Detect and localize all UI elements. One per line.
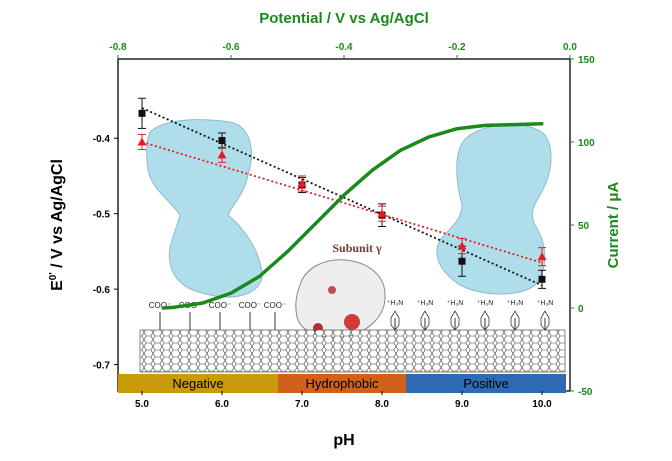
- amine-label: ⁺H₃N: [477, 300, 494, 307]
- data-point-square: [138, 109, 146, 117]
- bottom-axis-ticks: 5.0 6.0 7.0 8.0 9.0 10.0: [135, 391, 552, 410]
- data-point-square: [538, 275, 546, 283]
- electrode-surface: [139, 329, 566, 373]
- illustration-layer: COO⁻ COO⁻ COO⁻ COO⁻ COO⁻ ⁺H₃N ⁺H₃N ⁺H₃N ⁺H₃N ⁺H₃…: [139, 119, 566, 373]
- data-point-square: [458, 257, 466, 265]
- bottom-axis-label: pH: [333, 432, 354, 449]
- subunit-gamma-label: Subunit γ: [332, 241, 382, 255]
- left-axis-ticks: -0.4 -0.5 -0.6 -0.7: [93, 134, 118, 372]
- right-axis-label: Current / μA: [605, 181, 622, 268]
- protein-left-illustration: [146, 119, 263, 298]
- fit-line-2: [141, 141, 543, 264]
- data-point-triangle: [137, 137, 147, 146]
- data-point-triangle: [217, 150, 227, 159]
- right-tick-label: -50: [578, 387, 593, 398]
- top-tick-label: -0.2: [448, 42, 466, 53]
- band-label: Positive: [463, 376, 509, 391]
- fit-lines: [141, 107, 543, 287]
- top-axis-ticks: -0.8 -0.6 -0.4 -0.2 0.0: [109, 42, 577, 59]
- right-tick-label: 150: [578, 55, 595, 66]
- carboxyl-linkers: COO⁻ COO⁻ COO⁻ COO⁻ COO⁻: [149, 301, 286, 330]
- heme-spot-3: [328, 286, 336, 294]
- amine-label: ⁺H₃N: [447, 300, 464, 307]
- right-tick-label: 0: [578, 304, 584, 315]
- carboxyl-label: COO⁻: [149, 301, 171, 310]
- top-tick-label: 0.0: [563, 42, 577, 53]
- surface-charge-bands: Negative Hydrophobic Positive: [118, 374, 566, 393]
- protein-right-illustration: [436, 124, 552, 295]
- right-tick-label: 50: [578, 221, 590, 232]
- phenyl-ring: [480, 310, 490, 331]
- top-tick-label: -0.4: [335, 42, 353, 53]
- bottom-tick-label: 8.0: [375, 399, 389, 410]
- bottom-tick-label: 7.0: [295, 399, 309, 410]
- bottom-tick-label: 10.0: [532, 399, 552, 410]
- bottom-tick-label: 6.0: [215, 399, 229, 410]
- band-positive: [406, 374, 566, 393]
- amine-label: ⁺H₃N: [507, 300, 524, 307]
- phenyl-ring: [450, 310, 460, 331]
- band-negative: [118, 374, 278, 393]
- left-tick-label: -0.6: [93, 285, 111, 296]
- data-point-triangle: [297, 179, 307, 187]
- top-tick-label: -0.8: [109, 42, 127, 53]
- band-hydrophobic: [278, 374, 406, 393]
- data-point-triangle: [457, 241, 467, 250]
- band-label: Hydrophobic: [306, 376, 379, 391]
- data-point-triangle: [537, 252, 547, 261]
- heme-spot-1: [344, 314, 360, 330]
- carboxyl-label: COO⁻: [239, 301, 261, 310]
- current-curve-layer: [161, 121, 544, 310]
- amine-label: ⁺H₃N: [537, 300, 554, 307]
- right-axis-ticks: 150 100 50 0 -50: [570, 55, 595, 398]
- bottom-tick-label: 5.0: [135, 399, 149, 410]
- data-point-triangle: [377, 209, 387, 218]
- amine-linkers: ⁺H₃N ⁺H₃N ⁺H₃N ⁺H₃N ⁺H₃N ⁺H₃N: [387, 300, 554, 331]
- left-tick-label: -0.7: [93, 361, 111, 372]
- top-tick-label: -0.6: [222, 42, 240, 53]
- top-axis-label: Potential / V vs Ag/AgCl: [259, 10, 428, 27]
- fit-line-1: [141, 107, 543, 287]
- carboxyl-label: COO⁻: [209, 301, 231, 310]
- current-curve: [161, 121, 544, 310]
- data-points: [137, 97, 547, 289]
- carboxyl-label: COO⁻: [264, 301, 286, 310]
- phenyl-ring: [420, 310, 430, 331]
- subunit-gamma-illustration: [295, 259, 386, 338]
- phenyl-ring: [510, 310, 520, 331]
- phenyl-ring: [540, 310, 550, 331]
- data-point-square: [218, 136, 226, 144]
- amine-label: ⁺H₃N: [417, 300, 434, 307]
- left-tick-label: -0.5: [93, 210, 111, 221]
- band-label: Negative: [172, 376, 223, 391]
- amine-label: ⁺H₃N: [387, 300, 404, 307]
- bottom-tick-label: 9.0: [455, 399, 469, 410]
- right-tick-label: 100: [578, 138, 595, 149]
- left-axis-label: E0' / V vs Ag/AgCl: [48, 159, 66, 291]
- left-tick-label: -0.4: [93, 134, 111, 145]
- phenyl-ring: [390, 310, 400, 331]
